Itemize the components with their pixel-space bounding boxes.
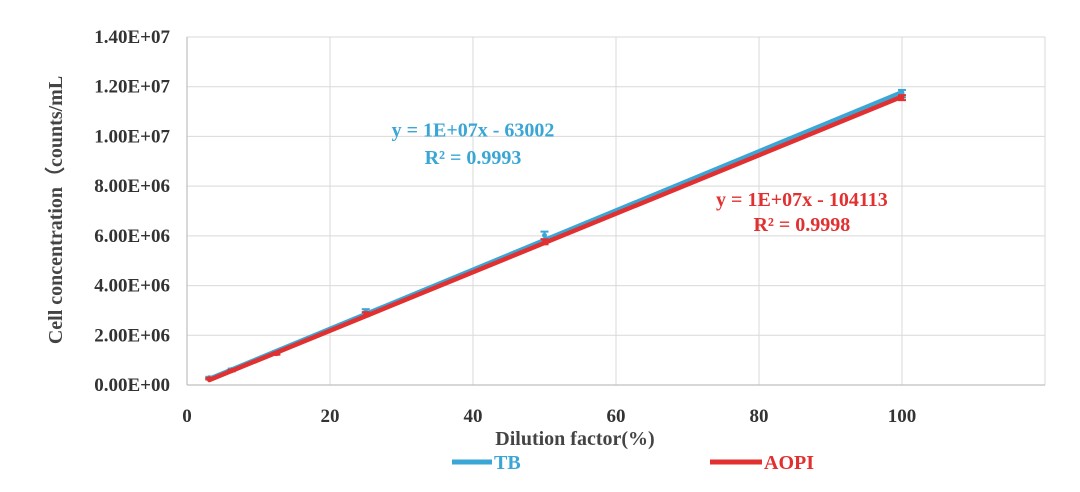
x-tick-labels: 0 20 40 60 80 100 xyxy=(182,406,916,427)
x-tick-label: 40 xyxy=(464,406,483,427)
equation-label-tb: R² = 0.9993 xyxy=(425,147,522,169)
x-tick-label: 100 xyxy=(888,406,917,427)
y-tick-label: 1.00E+07 xyxy=(94,126,170,147)
x-tick-label: 60 xyxy=(607,406,626,427)
y-tick-label: 1.20E+07 xyxy=(94,77,170,98)
y-tick-label: 2.00E+06 xyxy=(94,325,170,346)
legend-label-aopi: AOPI xyxy=(764,452,814,474)
data-point xyxy=(542,239,547,245)
data-point xyxy=(363,311,369,317)
data-point xyxy=(206,376,212,382)
series xyxy=(205,88,906,383)
x-axis-title: Dilution factor(%) xyxy=(495,428,654,450)
axes xyxy=(186,37,1045,386)
data-point xyxy=(542,232,547,238)
series-aopi xyxy=(205,94,906,383)
y-tick-label: 8.00E+06 xyxy=(94,176,170,197)
y-axis-title: Cell concentration（counts/mL xyxy=(44,76,67,344)
y-tick-label: 6.00E+06 xyxy=(94,226,170,247)
trendline-equations: y = 1E+07x - 63002 R² = 0.9993 y = 1E+07x … xyxy=(392,119,888,235)
y-tick-label: 4.00E+06 xyxy=(94,276,170,297)
data-point xyxy=(273,351,279,357)
equation-label-tb: y = 1E+07x - 63002 xyxy=(392,119,555,141)
data-point xyxy=(899,95,905,101)
y-tick-labels: 0.00E+00 2.00E+06 4.00E+06 6.00E+06 8.00E+06… xyxy=(94,27,170,396)
x-tick-label: 80 xyxy=(750,406,769,427)
y-tick-label: 1.40E+07 xyxy=(94,27,170,48)
trendline-aopi xyxy=(207,94,905,383)
legend: TB AOPI xyxy=(452,452,814,474)
data-point xyxy=(229,368,235,374)
y-tick-label: 0.00E+00 xyxy=(94,375,170,396)
x-tick-label: 0 xyxy=(182,406,192,427)
equation-label-aopi: R² = 0.9998 xyxy=(753,214,850,236)
equation-label-aopi: y = 1E+07x - 104113 xyxy=(716,189,888,211)
legend-label-tb: TB xyxy=(494,452,521,474)
x-tick-label: 20 xyxy=(321,406,340,427)
